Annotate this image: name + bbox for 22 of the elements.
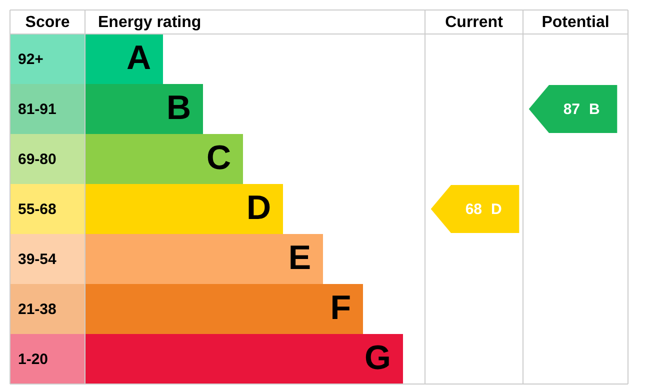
text: Score [25,14,70,31]
category-label: 81-91 [18,101,56,118]
category-label: B [589,101,600,118]
category-label: 1-20 [18,351,48,368]
category-label: G [364,339,391,377]
category-label: B [166,89,191,127]
category-label: D [246,189,271,227]
text: Potential [542,14,610,31]
text: Current [445,14,504,31]
category-label: 55-68 [18,201,56,218]
category-label: 92+ [18,51,44,68]
text: Energy rating [98,14,202,31]
category-label: 69-80 [18,151,56,168]
category-label: 21-38 [18,301,56,318]
category-label: C [206,139,231,177]
data-label: 68 [465,201,482,218]
category-label: F [330,289,351,327]
category-label: E [288,239,311,277]
category-label: 39-54 [18,251,56,268]
category-label: D [491,201,502,218]
category-label: A [126,39,151,77]
data-label: 87 [563,101,580,118]
